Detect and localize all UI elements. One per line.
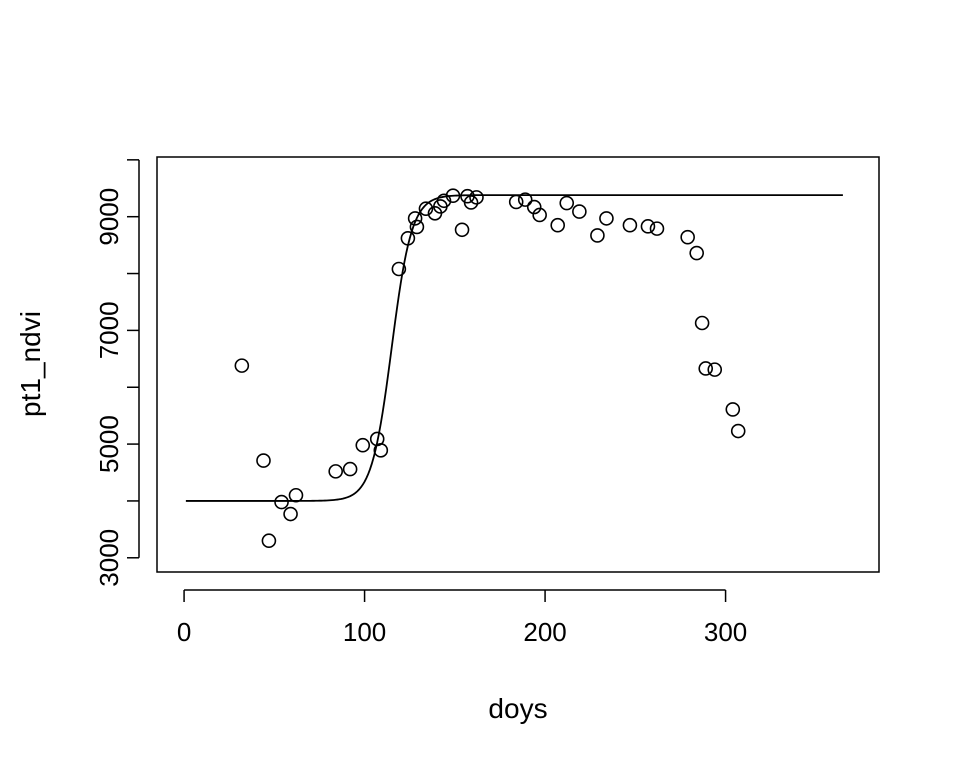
data-point	[599, 211, 614, 226]
x-axis-label: doys	[488, 693, 547, 724]
data-point	[559, 195, 575, 211]
data-point	[445, 188, 461, 203]
data-point	[463, 195, 479, 210]
data-point	[342, 461, 358, 477]
data-point	[725, 402, 741, 417]
plot-frame	[156, 156, 880, 573]
data-point	[355, 437, 371, 453]
data-point	[373, 443, 389, 458]
data-point	[328, 464, 343, 479]
data-point	[274, 494, 289, 510]
data-point	[694, 315, 710, 331]
data-point	[436, 193, 452, 209]
data-point	[288, 487, 304, 503]
x-tick-label: 200	[523, 617, 566, 647]
data-point	[391, 261, 407, 277]
y-tick-label: 3000	[94, 529, 124, 587]
data-point	[234, 358, 250, 373]
data-point	[590, 228, 605, 243]
data-points-layer	[234, 188, 746, 549]
data-point	[532, 207, 547, 223]
data-point	[256, 453, 271, 468]
data-point	[283, 506, 298, 522]
y-axis-label: pt1_ndvi	[15, 311, 46, 417]
data-point	[517, 192, 533, 207]
x-tick-label: 300	[704, 617, 747, 647]
data-point	[730, 423, 746, 439]
x-axis: 0 100 200 300	[177, 589, 747, 647]
data-point	[469, 190, 484, 205]
data-point	[698, 361, 714, 376]
data-point	[526, 199, 542, 215]
data-point	[409, 219, 425, 235]
data-point	[454, 222, 470, 238]
data-point	[640, 219, 656, 234]
data-point	[680, 229, 695, 245]
data-point	[649, 221, 665, 236]
data-point	[508, 194, 524, 210]
y-tick-label: 7000	[94, 301, 124, 359]
x-tick-label: 100	[343, 617, 386, 647]
data-point	[400, 230, 416, 246]
data-point	[689, 245, 704, 261]
data-point	[407, 211, 423, 226]
y-tick-label: 9000	[94, 188, 124, 246]
data-point	[418, 201, 434, 217]
fit-curve	[185, 194, 843, 502]
x-tick-label: 0	[177, 617, 191, 647]
data-point	[550, 217, 566, 233]
y-tick-label: 5000	[94, 415, 124, 473]
data-point	[261, 533, 277, 549]
fit-curve-layer	[185, 194, 843, 502]
data-point	[707, 362, 723, 377]
data-point	[622, 217, 638, 233]
data-point	[572, 204, 587, 219]
y-axis: 3000 5000 7000 9000	[94, 159, 140, 587]
